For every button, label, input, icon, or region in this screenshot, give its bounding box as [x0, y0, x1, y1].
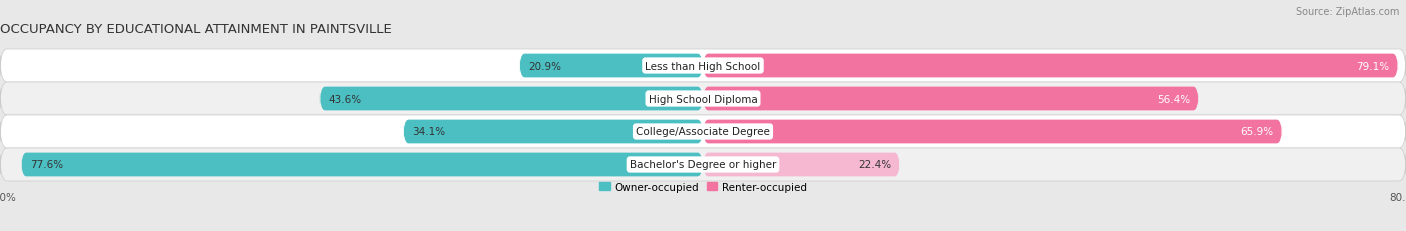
FancyBboxPatch shape	[703, 54, 1398, 78]
Text: 65.9%: 65.9%	[1240, 127, 1274, 137]
Text: OCCUPANCY BY EDUCATIONAL ATTAINMENT IN PAINTSVILLE: OCCUPANCY BY EDUCATIONAL ATTAINMENT IN P…	[0, 23, 392, 36]
Text: College/Associate Degree: College/Associate Degree	[636, 127, 770, 137]
FancyBboxPatch shape	[703, 120, 1282, 144]
Text: 20.9%: 20.9%	[529, 61, 561, 71]
FancyBboxPatch shape	[0, 50, 1406, 83]
Text: 43.6%: 43.6%	[329, 94, 361, 104]
Text: High School Diploma: High School Diploma	[648, 94, 758, 104]
FancyBboxPatch shape	[404, 120, 703, 144]
Text: 34.1%: 34.1%	[412, 127, 446, 137]
Text: Bachelor's Degree or higher: Bachelor's Degree or higher	[630, 160, 776, 170]
Text: Source: ZipAtlas.com: Source: ZipAtlas.com	[1295, 7, 1399, 17]
Text: 22.4%: 22.4%	[858, 160, 891, 170]
Text: Less than High School: Less than High School	[645, 61, 761, 71]
Text: 79.1%: 79.1%	[1357, 61, 1389, 71]
Text: 56.4%: 56.4%	[1157, 94, 1189, 104]
FancyBboxPatch shape	[0, 83, 1406, 116]
FancyBboxPatch shape	[703, 87, 1198, 111]
FancyBboxPatch shape	[703, 153, 900, 177]
FancyBboxPatch shape	[0, 148, 1406, 181]
FancyBboxPatch shape	[0, 116, 1406, 148]
Text: 77.6%: 77.6%	[30, 160, 63, 170]
FancyBboxPatch shape	[21, 153, 703, 177]
FancyBboxPatch shape	[321, 87, 703, 111]
Legend: Owner-occupied, Renter-occupied: Owner-occupied, Renter-occupied	[595, 178, 811, 196]
FancyBboxPatch shape	[519, 54, 703, 78]
